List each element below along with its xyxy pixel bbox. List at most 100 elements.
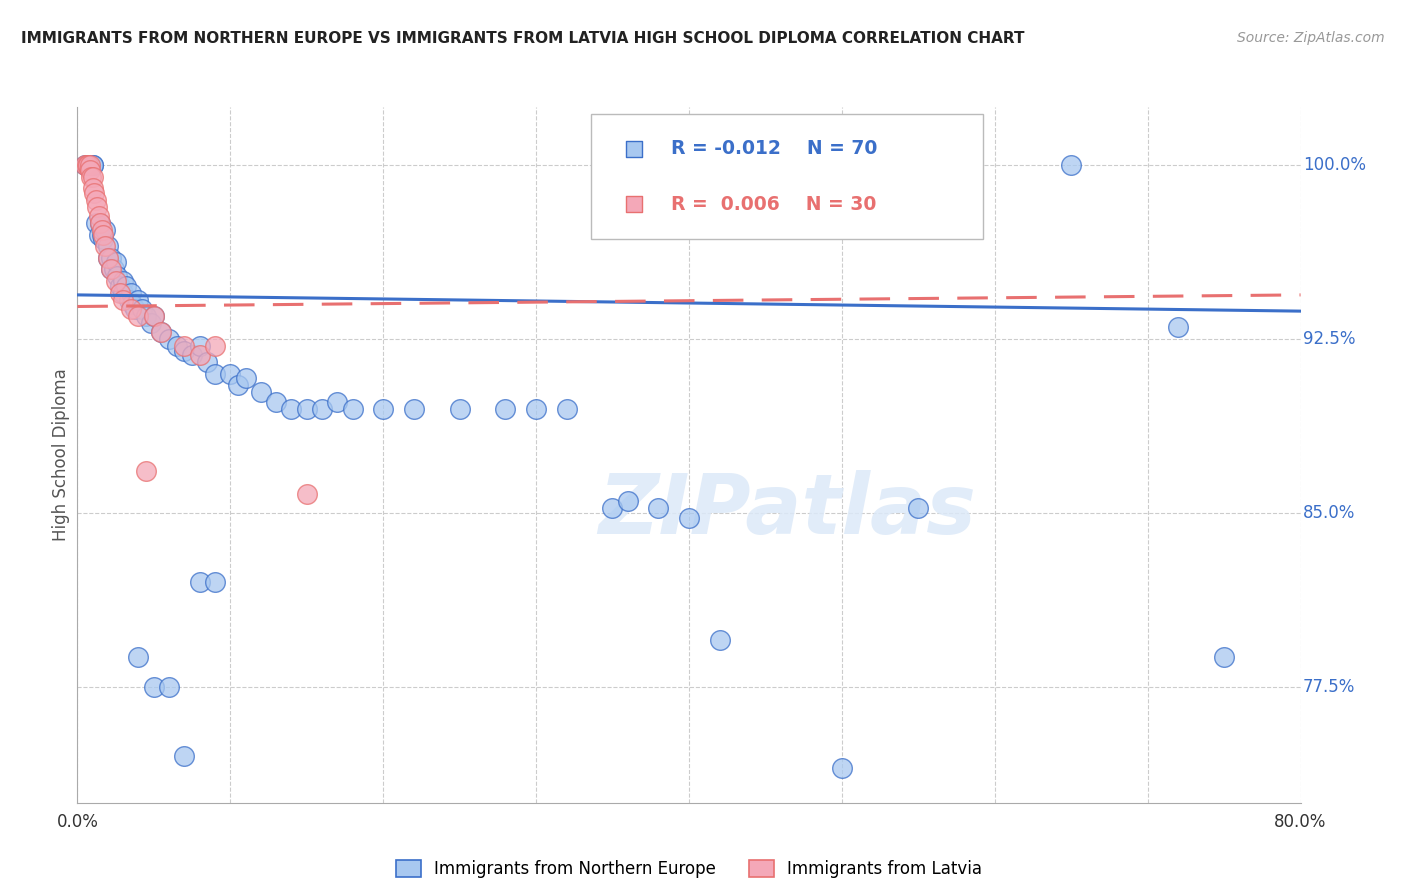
Text: R =  0.006    N = 30: R = 0.006 N = 30 xyxy=(671,195,876,214)
Point xyxy=(79,158,101,172)
Point xyxy=(87,209,110,223)
Point xyxy=(87,227,110,242)
Text: 77.5%: 77.5% xyxy=(1303,678,1355,696)
Point xyxy=(173,343,195,358)
Point xyxy=(104,274,127,288)
Point xyxy=(124,301,146,316)
Point xyxy=(90,223,112,237)
Point xyxy=(103,262,125,277)
Point xyxy=(82,181,104,195)
Point xyxy=(105,269,128,284)
Point xyxy=(142,309,165,323)
Point xyxy=(79,158,101,172)
Point xyxy=(108,278,131,293)
Point xyxy=(139,316,162,330)
Point xyxy=(142,309,165,323)
Point xyxy=(342,401,364,416)
Point xyxy=(762,483,785,497)
Point xyxy=(86,200,108,214)
Point xyxy=(73,158,96,172)
Point xyxy=(617,494,640,508)
Point xyxy=(204,575,226,590)
Point xyxy=(831,761,853,775)
Point xyxy=(188,339,211,353)
Point xyxy=(762,297,785,311)
Point xyxy=(602,501,624,516)
Point xyxy=(127,293,149,307)
Point xyxy=(195,355,218,369)
Point xyxy=(100,251,122,265)
Point xyxy=(79,162,101,177)
Point xyxy=(135,309,157,323)
Point xyxy=(84,193,107,207)
Point xyxy=(91,227,114,242)
Point xyxy=(188,575,211,590)
Point xyxy=(188,348,211,362)
Point xyxy=(226,378,249,392)
Point xyxy=(100,262,122,277)
Point xyxy=(235,371,257,385)
Point xyxy=(371,401,394,416)
Text: 92.5%: 92.5% xyxy=(1303,330,1355,348)
Point xyxy=(97,251,120,265)
Point xyxy=(115,278,138,293)
Point xyxy=(80,169,103,184)
Point xyxy=(82,169,104,184)
Point xyxy=(402,401,425,416)
Point xyxy=(142,680,165,694)
Point xyxy=(127,309,149,323)
Point xyxy=(135,464,157,478)
Point xyxy=(1167,320,1189,334)
FancyBboxPatch shape xyxy=(591,114,983,239)
Point xyxy=(91,232,114,246)
Point xyxy=(150,325,173,339)
Point xyxy=(524,401,547,416)
Point xyxy=(121,297,143,311)
Point xyxy=(181,348,204,362)
Point xyxy=(1213,649,1236,664)
Point xyxy=(82,158,104,172)
Point xyxy=(108,285,131,300)
Point xyxy=(1060,158,1083,172)
Point xyxy=(678,510,700,524)
Point xyxy=(295,487,318,501)
Legend: Immigrants from Northern Europe, Immigrants from Latvia: Immigrants from Northern Europe, Immigra… xyxy=(389,854,988,885)
Point xyxy=(157,680,180,694)
Point xyxy=(97,239,120,253)
Text: Source: ZipAtlas.com: Source: ZipAtlas.com xyxy=(1237,31,1385,45)
Point xyxy=(204,367,226,381)
Point xyxy=(219,367,242,381)
Text: R = -0.012    N = 70: R = -0.012 N = 70 xyxy=(671,139,877,158)
Point xyxy=(94,239,117,253)
Point xyxy=(173,749,195,764)
Point xyxy=(295,401,318,416)
Point xyxy=(97,251,120,265)
Point xyxy=(94,223,117,237)
Point xyxy=(100,262,122,277)
Point xyxy=(112,285,135,300)
Point xyxy=(120,301,142,316)
Point xyxy=(127,649,149,664)
Point xyxy=(76,158,98,172)
Y-axis label: High School Diploma: High School Diploma xyxy=(52,368,70,541)
Point xyxy=(280,401,302,416)
Point xyxy=(104,255,127,269)
Point xyxy=(173,339,195,353)
Point xyxy=(709,633,731,648)
Point xyxy=(90,227,112,242)
Point xyxy=(449,401,471,416)
Point xyxy=(250,385,273,400)
Point xyxy=(120,285,142,300)
Point xyxy=(89,216,111,230)
Point xyxy=(77,158,100,172)
Point xyxy=(204,339,226,353)
Point xyxy=(495,401,517,416)
Point xyxy=(166,339,188,353)
Point xyxy=(112,274,135,288)
Point xyxy=(907,501,929,516)
Point xyxy=(264,394,287,409)
Point xyxy=(311,401,333,416)
Text: 100.0%: 100.0% xyxy=(1303,156,1367,174)
Point xyxy=(157,332,180,346)
Point xyxy=(112,293,135,307)
